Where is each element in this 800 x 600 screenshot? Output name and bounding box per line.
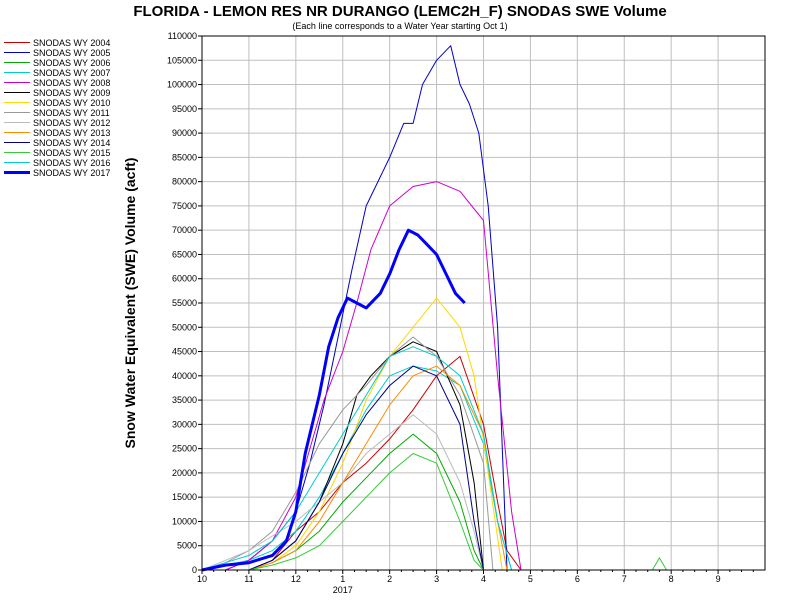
series-line xyxy=(202,297,503,571)
legend-item: SNODAS WY 2012 xyxy=(4,118,124,128)
y-tick-label: 50000 xyxy=(172,322,197,332)
grid xyxy=(201,35,765,571)
chart-subtitle: (Each line corresponds to a Water Year s… xyxy=(292,21,508,31)
y-tick-label: 10000 xyxy=(172,516,197,526)
y-tick-label: 25000 xyxy=(172,444,197,454)
x-tick-label: 5 xyxy=(528,574,533,584)
y-tick-label: 95000 xyxy=(172,104,197,114)
x-tick-label: 6 xyxy=(575,574,580,584)
legend-item: SNODAS WY 2009 xyxy=(4,88,124,98)
legend-label: SNODAS WY 2011 xyxy=(33,108,110,118)
legend-swatch xyxy=(4,102,30,103)
series-line xyxy=(201,346,513,571)
y-tick-label: 105000 xyxy=(167,55,197,65)
legend-item: SNODAS WY 2006 xyxy=(4,58,124,68)
legend-item: SNODAS WY 2015 xyxy=(4,148,124,158)
legend-swatch xyxy=(4,92,30,93)
legend-swatch xyxy=(4,52,30,53)
x-tick-label: 11 xyxy=(244,574,253,584)
legend-item: SNODAS WY 2010 xyxy=(4,98,124,108)
series-line xyxy=(202,365,508,571)
y-tick-label: 90000 xyxy=(172,128,197,138)
legend-item: SNODAS WY 2004 xyxy=(4,38,124,48)
legend-swatch xyxy=(4,122,30,123)
series-line xyxy=(202,365,484,571)
legend-swatch xyxy=(4,171,30,174)
legend-label: SNODAS WY 2010 xyxy=(33,98,111,108)
legend-label: SNODAS WY 2013 xyxy=(33,128,111,138)
series-line xyxy=(202,355,522,571)
y-tick-label: 65000 xyxy=(172,249,197,259)
y-tick-label: 35000 xyxy=(172,395,197,405)
y-tick-label: 80000 xyxy=(172,177,197,187)
legend-swatch xyxy=(4,112,30,113)
legend-label: SNODAS WY 2004 xyxy=(33,38,111,48)
legend-label: SNODAS WY 2007 xyxy=(33,68,111,78)
legend-label: SNODAS WY 2016 xyxy=(33,158,111,168)
x-tick-label: 12 xyxy=(291,574,301,584)
y-tick-label: 20000 xyxy=(172,468,197,478)
legend-swatch xyxy=(4,82,30,83)
series-line xyxy=(202,45,508,571)
y-tick-label: 100000 xyxy=(167,80,197,90)
x-tick-label: 10 xyxy=(197,574,207,584)
y-tick-label: 70000 xyxy=(172,225,197,235)
legend-label: SNODAS WY 2006 xyxy=(33,58,111,68)
legend-item: SNODAS WY 2011 xyxy=(4,108,124,118)
legend-item: SNODAS WY 2016 xyxy=(4,158,124,168)
legend-swatch xyxy=(4,42,30,43)
legend-item: SNODAS WY 2013 xyxy=(4,128,124,138)
legend-swatch xyxy=(4,152,30,153)
legend-label: SNODAS WY 2012 xyxy=(33,118,111,128)
legend-item: SNODAS WY 2008 xyxy=(4,78,124,88)
y-tick-label: 60000 xyxy=(172,274,197,284)
legend-swatch xyxy=(4,162,30,163)
x-tick-label: 2 xyxy=(387,574,392,584)
legend-label: SNODAS WY 2009 xyxy=(33,88,111,98)
x-tick-label: 4 xyxy=(481,574,486,584)
y-tick-label: 15000 xyxy=(172,492,197,502)
x-year-label: 2017 xyxy=(333,585,353,595)
series-line xyxy=(202,453,667,571)
x-tick-label: 8 xyxy=(669,574,674,584)
legend-label: SNODAS WY 2014 xyxy=(33,138,111,148)
series-line xyxy=(201,228,466,572)
legend-item: SNODAS WY 2017 xyxy=(4,168,124,178)
legend-item: SNODAS WY 2007 xyxy=(4,68,124,78)
legend-label: SNODAS WY 2017 xyxy=(33,168,111,178)
legend-label: SNODAS WY 2005 xyxy=(33,48,111,58)
series-line xyxy=(202,181,522,571)
legend-label: SNODAS WY 2008 xyxy=(33,78,111,88)
legend: SNODAS WY 2004 SNODAS WY 2005 SNODAS WY 20… xyxy=(4,38,124,178)
series-lines xyxy=(201,45,667,572)
series-line xyxy=(201,414,484,571)
series-line xyxy=(201,365,513,571)
y-tick-label: 5000 xyxy=(177,541,197,551)
chart-title: FLORIDA - LEMON RES NR DURANGO (LEMC2H_F… xyxy=(133,3,667,20)
y-tick-label: 55000 xyxy=(172,298,197,308)
y-tick-label: 75000 xyxy=(172,201,197,211)
y-tick-label: 30000 xyxy=(172,419,197,429)
y-tick-label: 110000 xyxy=(168,31,197,41)
series-line xyxy=(201,336,494,571)
legend-swatch xyxy=(4,62,30,63)
x-tick-label: 7 xyxy=(622,574,627,584)
legend-item: SNODAS WY 2014 xyxy=(4,138,124,148)
legend-swatch xyxy=(4,142,30,143)
legend-swatch xyxy=(4,132,30,133)
legend-swatch xyxy=(4,72,30,73)
x-tick-label: 9 xyxy=(716,574,721,584)
y-tick-label: 0 xyxy=(192,565,197,575)
x-tick-label: 1 xyxy=(340,574,345,584)
y-tick-label: 85000 xyxy=(172,152,197,162)
y-tick-label: 45000 xyxy=(172,347,197,357)
x-tick-label: 3 xyxy=(434,574,439,584)
y-axis: 0 5000 10000 15000 20000 25000 30000 35000 40000… xyxy=(167,31,202,575)
y-tick-label: 40000 xyxy=(172,371,197,381)
legend-item: SNODAS WY 2005 xyxy=(4,48,124,58)
legend-label: SNODAS WY 2015 xyxy=(33,148,111,158)
